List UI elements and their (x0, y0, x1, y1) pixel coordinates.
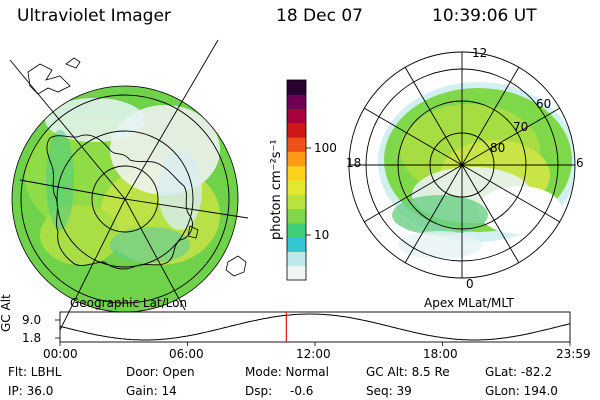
continent-outline (46, 134, 193, 270)
colorbar-stripe (287, 122, 306, 138)
mode-status: Mode: Normal (245, 365, 329, 379)
timeline-xtick-1200: 12:00 (296, 347, 331, 361)
date-label: 18 Dec 07 (276, 6, 363, 26)
mlat-label-70: 70 (513, 120, 529, 134)
glat-status: GLat: -82.2 (485, 365, 552, 379)
colorbar-stripe (287, 137, 306, 152)
time-label: 10:39:06 UT (432, 6, 537, 26)
colorbar-stripe (287, 208, 306, 224)
gc-alt-status: GC Alt: 8.5 Re (366, 365, 450, 379)
altitude-curve (59, 313, 571, 341)
colorbar-stripe (287, 151, 306, 167)
colorbar-stripe (287, 94, 306, 110)
mlat-label-80: 80 (490, 141, 506, 155)
colorbar-unit-label: photon cm⁻²s⁻¹ (269, 139, 284, 240)
timeline-ytick-9: 9.0 (22, 313, 42, 327)
mlt-label-6: 6 (576, 156, 584, 170)
left-panel-caption: Geographic Lat/Lon (70, 296, 188, 310)
timeline-xtick-1800: 18:00 (423, 347, 458, 361)
magnetic-map (348, 51, 576, 279)
timeline-xtick-0600: 06:00 (169, 347, 204, 361)
colorbar-stripe (287, 237, 306, 252)
glon-status: GLon: 194.0 (485, 384, 558, 398)
door-status: Door: Open (126, 365, 195, 379)
colorbar-stripe (287, 80, 306, 95)
dsp-value: -0.6 (290, 384, 314, 398)
dsp-label: Dsp: (245, 384, 273, 398)
colorbar-stripe (287, 194, 306, 210)
colorbar-tick-100: 100 (314, 141, 337, 155)
instrument-title: Ultraviolet Imager (17, 6, 171, 26)
geographic-map (9, 39, 249, 331)
colorbar-tick-10: 10 (314, 228, 330, 242)
timeline-xtick-2359: 23:59 (556, 347, 591, 361)
timeline-y-axis-label: GC Alt (0, 294, 13, 332)
colorbar (286, 79, 311, 281)
timeline-xtick-0000: 00:00 (43, 347, 78, 361)
colorbar-stripe (287, 265, 306, 281)
aurora-image-right (378, 82, 575, 259)
gain-status: Gain: 14 (126, 384, 177, 398)
colorbar-stripe (287, 251, 306, 267)
ip-status: IP: 36.0 (8, 384, 54, 398)
colorbar-stripe (287, 165, 306, 181)
colorbar-stripe (287, 108, 306, 124)
mlt-label-12: 12 (472, 46, 488, 60)
timeline-ytick-1-8: 1.8 (22, 331, 42, 345)
colorbar-stripe (287, 222, 306, 238)
mlt-label-18: 18 (346, 156, 362, 170)
right-panel-caption: Apex MLat/MLT (424, 296, 514, 310)
seq-status: Seq: 39 (366, 384, 412, 398)
mlt-label-0: 0 (466, 277, 474, 291)
altitude-timeline (55, 311, 571, 346)
filter-status: Flt: LBHL (8, 365, 62, 379)
mlat-label-60: 60 (536, 97, 552, 111)
colorbar-stripe (287, 180, 306, 195)
